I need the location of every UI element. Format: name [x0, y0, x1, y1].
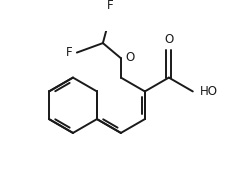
Text: O: O: [164, 33, 173, 46]
Text: O: O: [125, 51, 134, 64]
Text: F: F: [66, 46, 72, 59]
Text: HO: HO: [199, 85, 217, 98]
Text: F: F: [106, 0, 113, 12]
